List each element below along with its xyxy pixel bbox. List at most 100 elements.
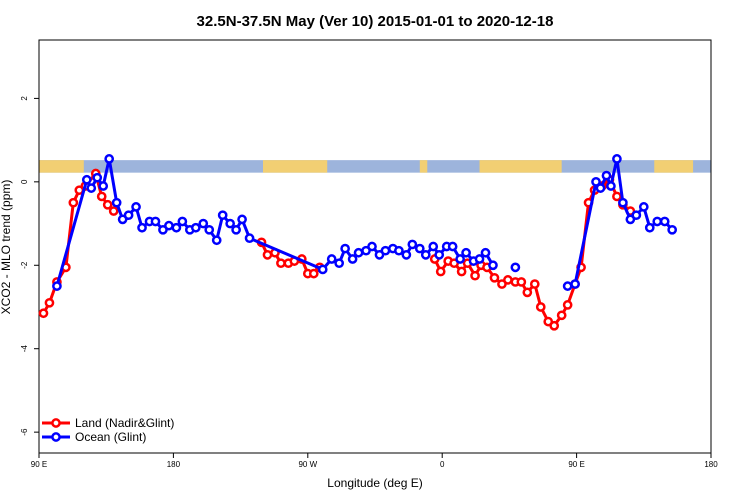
data-point: [211, 235, 222, 246]
data-point: [86, 183, 97, 193]
data-point: [470, 270, 480, 281]
land-band: [263, 160, 328, 173]
x-tick-label: 90 E: [31, 460, 47, 469]
data-point: [68, 197, 79, 208]
data-point: [435, 266, 446, 277]
data-point: [535, 302, 546, 312]
data-point: [631, 210, 642, 221]
data-point: [81, 174, 92, 185]
legend-label: Ocean (Glint): [75, 430, 146, 444]
data-point: [340, 243, 350, 254]
data-point: [308, 268, 319, 279]
chart-title: 32.5N-37.5N May (Ver 10) 2015-01-01 to 2…: [197, 13, 554, 30]
data-point: [570, 279, 580, 289]
data-point: [171, 222, 182, 233]
data-point: [52, 281, 62, 291]
data-point: [407, 239, 418, 250]
data-point: [204, 224, 215, 235]
land-band: [479, 160, 562, 173]
data-point: [326, 254, 337, 264]
data-point: [503, 275, 513, 285]
legend-marker: [51, 432, 61, 442]
data-point: [137, 222, 147, 233]
data-point: [262, 249, 273, 260]
data-point: [591, 176, 601, 187]
data-point: [434, 249, 445, 260]
land-ocean-strip: [39, 160, 711, 173]
data-point: [455, 254, 465, 264]
data-point: [38, 308, 49, 319]
legend-label: Land (Nadir&Glint): [75, 416, 174, 430]
data-point: [556, 310, 567, 321]
data-point: [447, 241, 458, 252]
data-point: [164, 220, 174, 231]
data-point: [150, 216, 161, 227]
land-band: [419, 160, 428, 173]
data-point: [652, 216, 663, 227]
data-point: [606, 181, 616, 191]
data-point: [401, 249, 412, 260]
x-tick-label: 180: [704, 460, 718, 469]
data-point: [96, 191, 107, 202]
data-point: [644, 222, 655, 233]
data-point: [317, 264, 328, 275]
data-point: [92, 172, 103, 183]
data-point: [474, 254, 485, 264]
x-tick-label: 0: [440, 460, 445, 469]
data-point: [231, 224, 241, 235]
data-point: [667, 224, 678, 235]
data-point: [367, 241, 377, 252]
data-point: [420, 249, 431, 260]
data-point: [612, 154, 622, 164]
data-point: [516, 277, 527, 287]
data-point: [225, 218, 235, 229]
data-point: [217, 210, 228, 221]
data-point: [488, 260, 498, 271]
data-point: [562, 281, 573, 291]
data-point: [394, 245, 404, 256]
data-point: [480, 247, 491, 258]
data-point: [461, 247, 471, 258]
data-point: [198, 218, 209, 229]
data-point: [549, 320, 560, 331]
x-tick-label: 90 E: [568, 460, 584, 469]
land-band: [654, 160, 694, 173]
data-point: [659, 216, 670, 227]
data-point: [612, 191, 622, 202]
x-tick-label: 90 W: [298, 460, 317, 469]
data-point: [237, 214, 247, 225]
data-point: [44, 297, 55, 308]
data-point: [601, 170, 612, 181]
data-point: [414, 243, 425, 254]
data-point: [108, 206, 119, 216]
data-point: [595, 183, 606, 193]
ocean-band: [39, 160, 711, 173]
data-point: [334, 258, 345, 269]
data-point: [618, 197, 628, 208]
data-point: [353, 247, 364, 258]
series-1: [52, 154, 678, 291]
x-axis: 90 E 180 90 W 0 90 E 180: [31, 453, 718, 469]
series-0: [38, 168, 636, 331]
y-axis: 2 0 -2 -4 -6: [20, 96, 39, 436]
data-point: [177, 216, 188, 227]
data-point: [489, 272, 500, 283]
data-point: [562, 300, 573, 310]
data-point: [131, 202, 141, 212]
land-band: [39, 160, 84, 173]
data-point: [638, 202, 649, 212]
y-tick-label: 2: [20, 96, 29, 101]
data-point: [522, 287, 533, 298]
data-point: [111, 197, 122, 208]
x-axis-label: Longitude (deg E): [327, 476, 422, 490]
data-point: [244, 233, 255, 244]
data-point: [123, 210, 134, 221]
data-point: [190, 222, 201, 233]
y-tick-label: -4: [20, 345, 29, 353]
series-layer: [38, 154, 678, 331]
data-point: [104, 154, 115, 164]
data-point: [428, 241, 439, 252]
data-point: [380, 245, 391, 256]
y-tick-label: 0: [20, 179, 29, 184]
